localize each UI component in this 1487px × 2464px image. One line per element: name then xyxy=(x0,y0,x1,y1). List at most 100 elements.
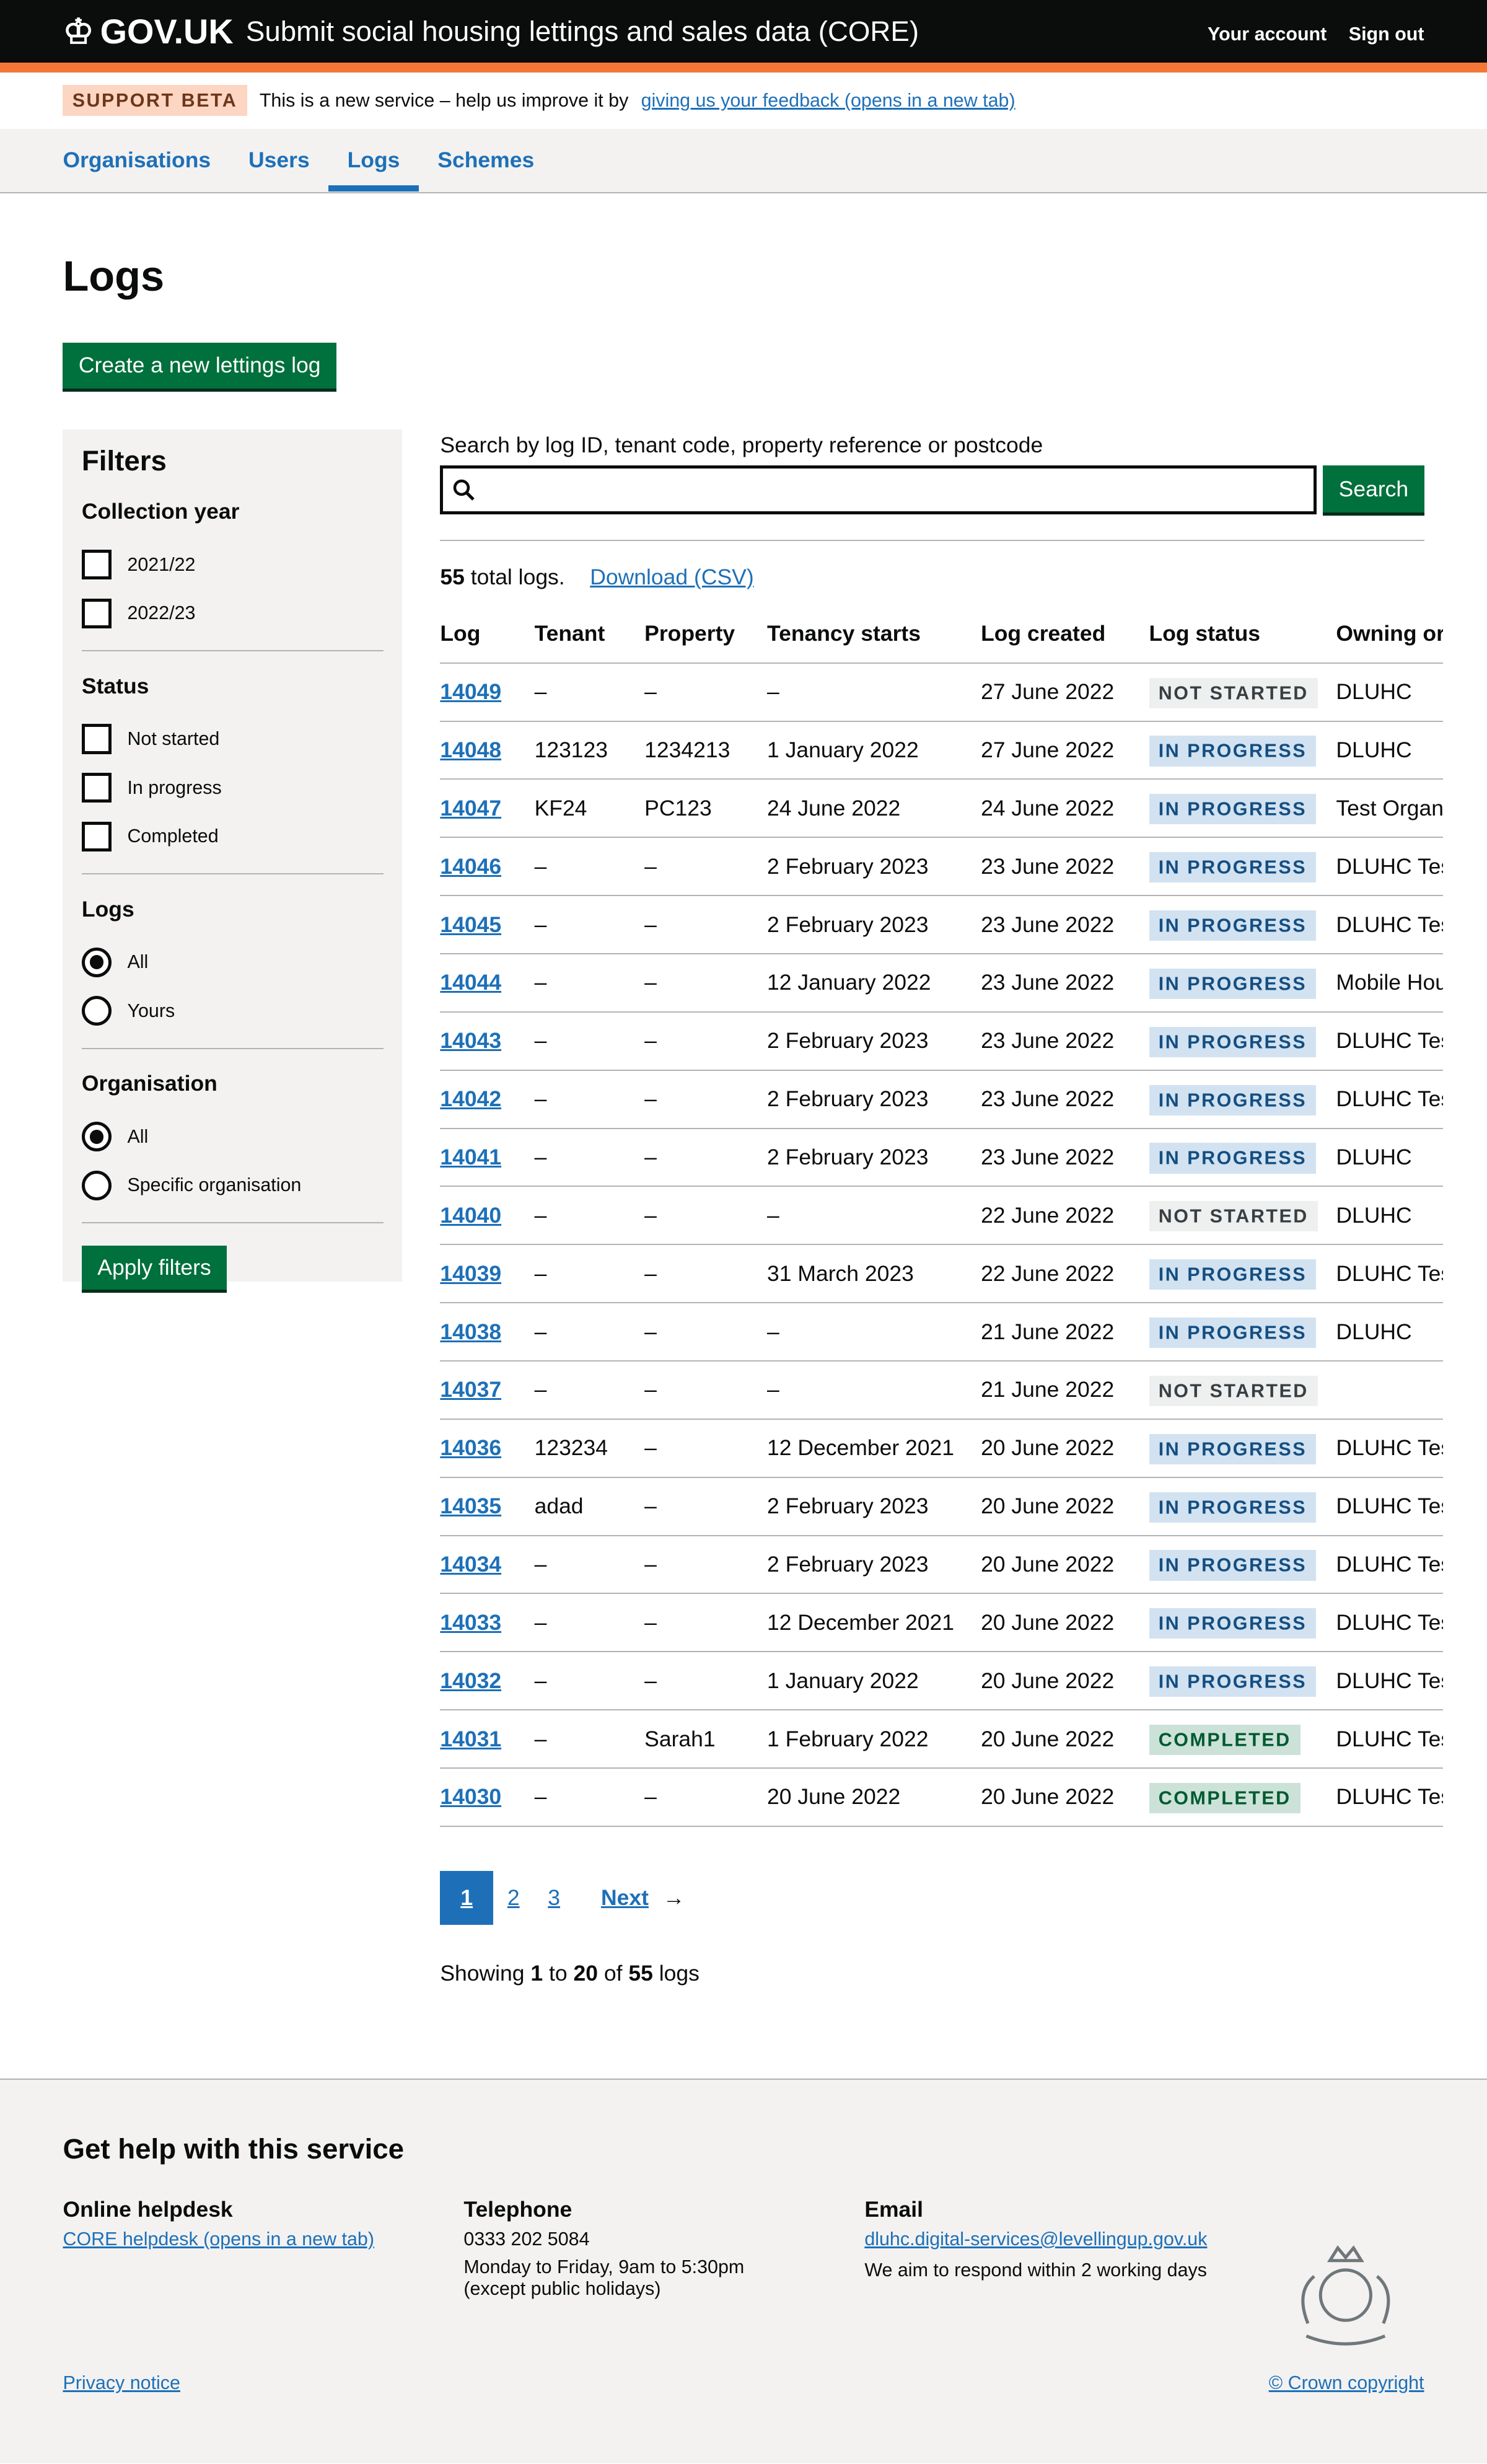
table-cell: 20 June 2022 xyxy=(981,1419,1149,1478)
search-button[interactable]: Search xyxy=(1323,465,1424,513)
govuk-logo[interactable]: ♔ GOV.UK xyxy=(63,11,234,51)
log-link[interactable]: 14035 xyxy=(440,1494,502,1519)
log-link[interactable]: 14033 xyxy=(440,1609,502,1635)
cell-text: 22 June 2022 xyxy=(981,1202,1115,1228)
log-link[interactable]: 14032 xyxy=(440,1668,502,1693)
cell-text: Test Organ xyxy=(1336,795,1443,821)
status-badge: IN PROGRESS xyxy=(1149,910,1317,941)
table-cell: 20 June 2022 xyxy=(981,1593,1149,1653)
filter-2022-23[interactable]: 2022/23 xyxy=(81,589,384,638)
download-csv-link[interactable]: Download (CSV) xyxy=(590,564,754,589)
status-badge: IN PROGRESS xyxy=(1149,1608,1317,1639)
create-lettings-log-button[interactable]: Create a new lettings log xyxy=(63,343,336,389)
log-link[interactable]: 14047 xyxy=(440,795,502,821)
table-row: 14030 – – 20 June 2022 20 June 2022 COMPLETED… xyxy=(440,1768,1443,1827)
privacy-notice-link[interactable]: Privacy notice xyxy=(63,2372,180,2393)
log-link[interactable]: 14049 xyxy=(440,679,502,705)
log-link[interactable]: 14048 xyxy=(440,737,502,762)
filter-completed[interactable]: Completed xyxy=(81,812,384,861)
log-link[interactable]: 14040 xyxy=(440,1202,502,1228)
filter-org-specific[interactable]: Specific organisation xyxy=(81,1161,384,1210)
sign-out-link[interactable]: Sign out xyxy=(1348,24,1424,45)
log-link[interactable]: 14041 xyxy=(440,1145,502,1169)
log-link[interactable]: 14031 xyxy=(440,1726,502,1751)
radio[interactable] xyxy=(81,996,112,1026)
helpdesk-link[interactable]: CORE helpdesk (opens in a new tab) xyxy=(63,2229,374,2250)
pagination: 1 2 3 Next → xyxy=(440,1870,1443,1925)
log-link[interactable]: 14036 xyxy=(440,1435,502,1461)
column-header: Log status xyxy=(1149,621,1336,664)
log-link[interactable]: 14046 xyxy=(440,853,502,879)
checkbox[interactable] xyxy=(81,724,112,754)
filter-logs-yours[interactable]: Yours xyxy=(81,987,384,1036)
radio[interactable] xyxy=(81,947,112,977)
table-cell: – xyxy=(534,1186,645,1246)
log-link[interactable]: 14042 xyxy=(440,1086,502,1112)
table-cell: IN PROGRESS xyxy=(1149,779,1336,838)
filter-not-started[interactable]: Not started xyxy=(81,715,384,763)
your-account-link[interactable]: Your account xyxy=(1208,24,1327,45)
status-badge: IN PROGRESS xyxy=(1149,1259,1317,1290)
cell-text: – xyxy=(644,1202,657,1228)
search-field[interactable] xyxy=(440,465,1317,514)
checkbox[interactable] xyxy=(81,821,112,851)
log-link[interactable]: 14038 xyxy=(440,1319,502,1344)
filter-org-all[interactable]: All xyxy=(81,1112,384,1161)
column-header: Owning or xyxy=(1336,621,1443,664)
radio[interactable] xyxy=(81,1170,112,1200)
cell-text: 23 June 2022 xyxy=(981,1086,1115,1112)
log-link[interactable]: 14039 xyxy=(440,1261,502,1286)
feedback-link[interactable]: giving us your feedback (opens in a new … xyxy=(641,89,1015,111)
table-cell: 14046 xyxy=(440,837,535,897)
table-row: 14035 adad – 2 February 2023 20 June 2022 IN … xyxy=(440,1477,1443,1536)
helpdesk-title: Online helpdesk xyxy=(63,2196,233,2222)
cell-text: – xyxy=(534,1552,547,1577)
table-cell: DLUHC Tes xyxy=(1336,895,1443,954)
table-cell: DLUHC Tes xyxy=(1336,1652,1443,1711)
radio[interactable] xyxy=(81,1122,112,1152)
nav-users[interactable]: Users xyxy=(248,147,310,173)
nav-schemes[interactable]: Schemes xyxy=(437,147,535,173)
table-cell: IN PROGRESS xyxy=(1149,837,1336,897)
filter-logs-all[interactable]: All xyxy=(81,938,384,987)
table-cell: DLUHC xyxy=(1336,1303,1443,1362)
divider xyxy=(81,650,384,651)
apply-filters-button[interactable]: Apply filters xyxy=(81,1245,227,1290)
page-3[interactable]: 3 xyxy=(548,1885,561,1910)
log-link[interactable]: 14037 xyxy=(440,1377,502,1402)
footer-title: Get help with this service xyxy=(63,2133,405,2165)
log-link[interactable]: 14030 xyxy=(440,1784,502,1810)
checkbox[interactable] xyxy=(81,550,112,580)
log-link[interactable]: 14045 xyxy=(440,912,502,937)
table-cell: 12 January 2022 xyxy=(767,954,981,1013)
cell-text: 1 January 2022 xyxy=(767,737,919,762)
cell-text: – xyxy=(644,1435,657,1461)
log-link[interactable]: 14044 xyxy=(440,970,502,995)
logs-label: Logs xyxy=(81,896,134,922)
collection-year-label: Collection year xyxy=(81,499,240,524)
service-name[interactable]: Submit social housing lettings and sales… xyxy=(245,15,919,47)
log-link[interactable]: 14034 xyxy=(440,1552,502,1577)
table-row: 14046 – – 2 February 2023 23 June 2022 IN PRO… xyxy=(440,837,1443,897)
status-badge: IN PROGRESS xyxy=(1149,1026,1317,1057)
log-link[interactable]: 14043 xyxy=(440,1028,502,1054)
email-link[interactable]: dluhc.digital-services@levellingup.gov.u… xyxy=(864,2229,1208,2250)
page-1[interactable]: 1 xyxy=(440,1870,494,1925)
cell-text: 20 June 2022 xyxy=(981,1494,1115,1519)
table-cell: – xyxy=(534,1593,645,1653)
checkbox[interactable] xyxy=(81,598,112,628)
nav-logs[interactable]: Logs xyxy=(328,129,419,192)
search-input[interactable] xyxy=(475,475,1314,504)
crown-copyright-link[interactable]: © Crown copyright xyxy=(1268,2372,1424,2393)
checkbox[interactable] xyxy=(81,773,112,803)
cell-text: 24 June 2022 xyxy=(767,795,901,821)
nav-organisations[interactable]: Organisations xyxy=(63,147,211,173)
filter-2021-22[interactable]: 2021/22 xyxy=(81,540,384,589)
table-cell: 12 December 2021 xyxy=(767,1419,981,1478)
filter-in-progress[interactable]: In progress xyxy=(81,763,384,812)
table-cell: 2 February 2023 xyxy=(767,1011,981,1071)
table-cell: – xyxy=(767,662,981,722)
page-2[interactable]: 2 xyxy=(507,1885,520,1910)
next-page-link[interactable]: Next xyxy=(600,1885,649,1910)
table-cell: 24 June 2022 xyxy=(981,779,1149,838)
